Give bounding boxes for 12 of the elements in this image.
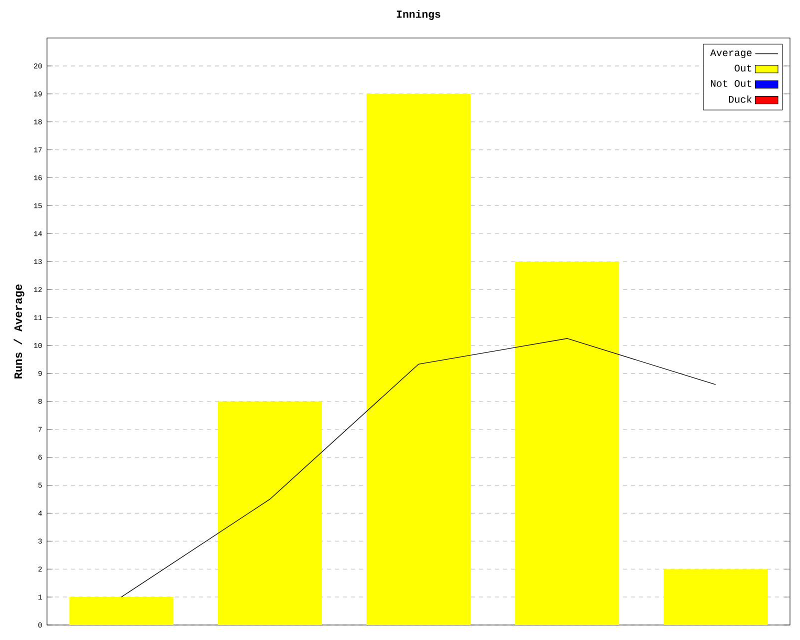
legend-label: Not Out xyxy=(710,80,752,87)
bar xyxy=(69,597,174,625)
bar xyxy=(366,94,471,625)
legend-label: Duck xyxy=(729,95,752,103)
bar xyxy=(515,262,620,625)
bar xyxy=(664,569,768,625)
bar xyxy=(218,401,322,625)
chart-title: Innings xyxy=(396,10,440,20)
legend-label: Average xyxy=(710,49,752,58)
line-series xyxy=(120,338,716,598)
legend-label: Out xyxy=(734,64,752,72)
y-axis-title: Runs / Average xyxy=(14,284,24,378)
